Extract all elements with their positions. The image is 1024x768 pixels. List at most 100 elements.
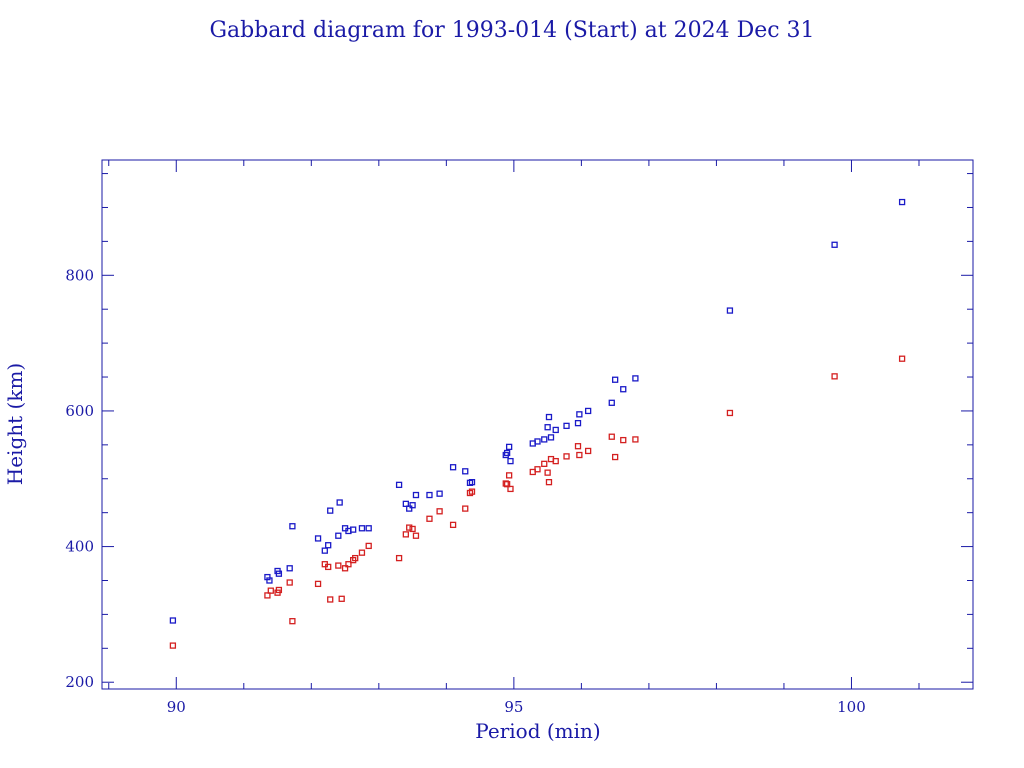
data-point [726,409,734,417]
data-point [544,424,551,431]
y-tick-label: 400 [65,538,94,556]
data-point [325,542,332,549]
data-point [563,422,570,430]
data-point [350,526,357,533]
data-point [534,466,541,473]
data-point [406,524,413,531]
data-point [412,532,420,539]
data-point [552,457,559,465]
data-point [541,460,548,467]
data-point [552,426,559,434]
data-point [335,532,342,539]
data-point [395,554,403,562]
data-point [462,468,469,475]
data-point [341,565,349,572]
data-point [365,525,372,532]
data-point [336,499,343,506]
data-point [275,570,283,577]
data-point [436,508,443,515]
data-point [169,617,177,624]
data-point [545,413,553,421]
x-tick-labels: 90 95 100 [167,698,866,716]
x-tick-label: 95 [504,698,523,716]
data-point [266,577,273,584]
data-point [358,525,366,532]
data-point [436,490,443,497]
x-tick-label: 90 [167,698,186,716]
y-tick-label: 600 [65,402,94,420]
data-point [345,561,352,568]
data-point [449,464,457,471]
data-point [502,480,509,487]
data-point [534,438,541,445]
data-point [314,580,322,588]
data-point [314,535,322,542]
data-point [547,434,555,441]
y-tick-labels: 200 400 600 800 [65,266,94,691]
x-tick-label: 100 [837,698,866,716]
axis-ticks [102,160,973,689]
y-axis-label: Height (km) [3,363,27,485]
data-points [169,198,906,649]
data-point [286,579,293,586]
data-point [426,515,433,522]
data-point [352,554,359,562]
data-point [831,241,838,248]
data-point [395,481,403,489]
data-point [507,485,514,493]
data-point [468,478,476,486]
y-tick-label: 800 [65,266,94,284]
data-point [612,376,619,383]
data-point [545,478,553,486]
data-point [632,375,639,382]
data-point [426,491,433,499]
data-point [563,453,570,460]
data-point [576,451,583,459]
data-point [462,505,469,512]
data-point [402,500,409,508]
data-point [541,436,548,443]
data-point [505,472,513,479]
x-axis-label: Period (min) [475,719,600,743]
data-point [412,491,420,499]
data-point [612,453,619,461]
data-point [608,399,615,406]
data-point [831,373,838,380]
data-point [632,436,639,443]
data-point [544,469,551,476]
data-point [335,562,342,569]
data-point [507,457,514,465]
data-point [289,523,296,530]
data-point [409,502,416,509]
plot-frame [101,159,974,690]
data-point [406,505,413,512]
data-point [365,542,372,550]
data-point [574,419,582,427]
data-point [726,307,734,314]
data-point [402,531,409,538]
chart-title: Gabbard diagram for 1993-014 (Start) at … [209,18,814,43]
data-point [321,547,328,554]
data-point [289,618,296,625]
data-point [505,443,513,451]
data-point [275,586,283,594]
data-point [576,411,583,418]
data-point [503,481,511,488]
data-point [584,447,592,455]
data-point [327,596,334,603]
data-point [574,443,582,450]
data-point [620,386,627,393]
data-point [608,433,615,440]
data-point [264,592,271,599]
data-point [409,525,416,533]
data-point [449,521,457,529]
data-point [327,507,334,514]
data-point [169,642,177,649]
data-point [267,587,274,594]
data-point [286,565,293,572]
data-point [468,488,476,495]
data-point [325,563,332,571]
data-point [898,355,906,362]
data-point [503,449,511,457]
